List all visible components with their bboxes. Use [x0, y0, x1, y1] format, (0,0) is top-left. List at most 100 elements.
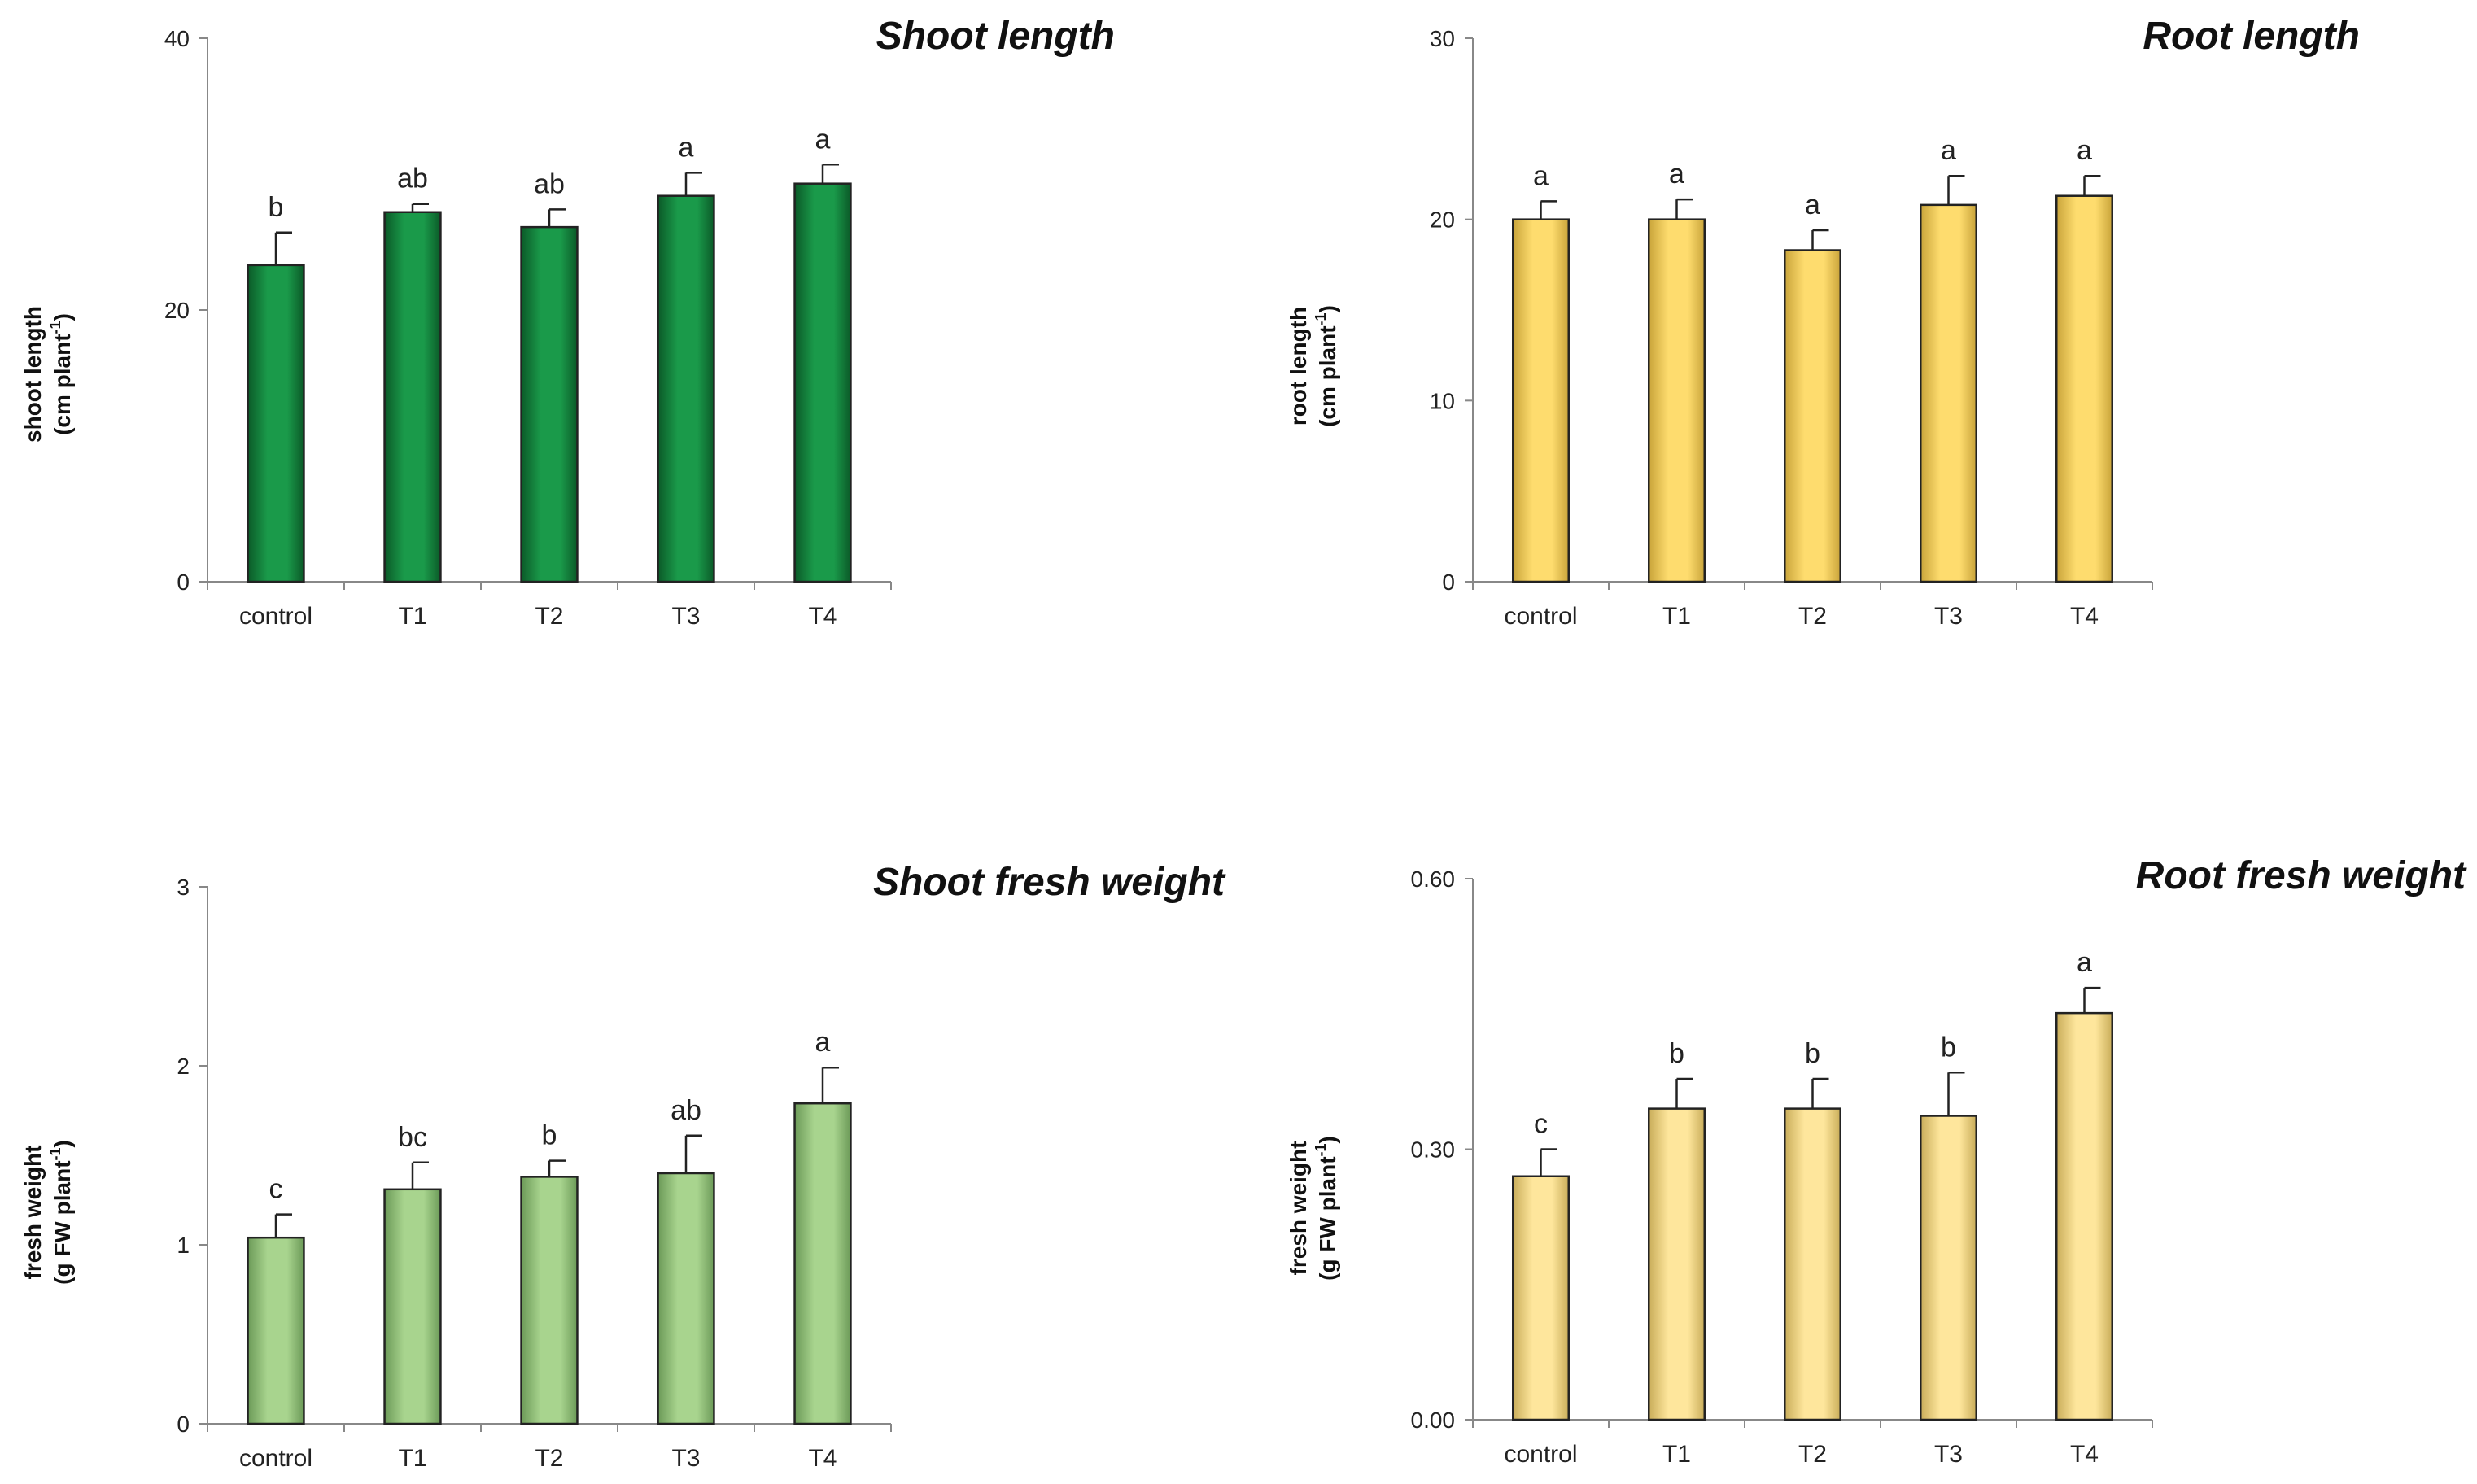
bar-T1	[383, 211, 442, 583]
significance-letter: a	[1805, 190, 1820, 220]
category-label: control	[1504, 1441, 1577, 1468]
significance-letter: ab	[671, 1095, 701, 1126]
bar-T4	[2055, 1011, 2113, 1421]
significance-letter: c	[269, 1174, 283, 1205]
unit-close: )	[1315, 305, 1340, 312]
significance-letter: bc	[398, 1122, 427, 1153]
y-axis-label: root length (cm plant-1)	[1286, 305, 1340, 427]
y-tick-label: 40	[164, 26, 190, 51]
y-tick-label: 0	[1442, 570, 1455, 595]
y-tick-label: 20	[1430, 207, 1455, 233]
y-axis-label-unit: (cm plant-1)	[47, 313, 75, 435]
y-tick-label: 0.30	[1411, 1137, 1456, 1163]
category-label: control	[1504, 603, 1577, 630]
unit-exponent: -1	[1313, 312, 1329, 325]
significance-letter: a	[1669, 159, 1684, 190]
significance-letter: a	[679, 132, 694, 163]
category-label: T2	[1798, 1441, 1827, 1468]
bar-T4	[2055, 194, 2113, 583]
y-axis-label-unit: (cm plant-1)	[1313, 305, 1340, 427]
significance-letter: b	[1669, 1038, 1684, 1069]
unit-exponent: -1	[1313, 1143, 1329, 1156]
significance-letter: a	[1941, 135, 1956, 166]
significance-letter: b	[1805, 1038, 1820, 1069]
bar-control	[1512, 218, 1570, 583]
significance-letter: b	[1941, 1032, 1956, 1063]
significance-letter: a	[815, 1027, 831, 1058]
bar-T1	[1648, 1107, 1706, 1421]
significance-letter: c	[1534, 1109, 1548, 1140]
significance-letter: a	[815, 124, 831, 155]
significance-letter: b	[542, 1120, 557, 1151]
root-fresh-weight-chart: 0.00 0.30 0.60 c control b T1 b T2 b T3 a T4 Root fre…	[1286, 854, 2467, 1468]
bar-control	[1512, 1175, 1570, 1421]
category-label: T3	[671, 1445, 700, 1472]
bar-T2	[520, 1176, 579, 1425]
category-label: T4	[2070, 1441, 2099, 1468]
bar-control	[247, 1236, 305, 1425]
y-axis-label: shoot length (cm plant-1)	[20, 306, 75, 443]
category-label: T1	[1662, 1441, 1691, 1468]
bar-T2	[1784, 1107, 1841, 1421]
significance-letter: ab	[397, 164, 428, 194]
y-tick-label: 0.00	[1411, 1408, 1456, 1433]
unit-exponent: -1	[47, 321, 63, 334]
chart-title: Shoot fresh weight	[873, 861, 1226, 904]
significance-letter: a	[1533, 160, 1549, 191]
bar-T3	[1920, 1115, 1977, 1421]
unit-exponent: -1	[47, 1147, 63, 1160]
y-axis-label: fresh weight (g FW plant-1)	[1286, 1136, 1340, 1281]
root-length-chart: 0 10 20 30 a control a T1 a T2 a T3 a T4 Root length ro…	[1286, 15, 2360, 630]
unit-text: (g FW plant	[50, 1160, 75, 1284]
shoot-length-chart: 0 20 40 b control ab T1 ab T2 a T3 a T4 Shoot length s…	[20, 15, 1115, 630]
shoot-fresh-weight-chart: 0 1 2 3 c control bc T1 b T2 ab T3 a T4 Shoot fresh we…	[20, 861, 1226, 1472]
significance-letter: a	[2077, 947, 2092, 978]
category-label: T4	[808, 603, 837, 630]
y-tick-label: 30	[1430, 26, 1455, 51]
unit-close: )	[50, 313, 75, 321]
category-label: T2	[1798, 603, 1827, 630]
unit-close: )	[50, 1140, 75, 1147]
category-label: control	[239, 603, 312, 630]
category-label: control	[239, 1445, 312, 1472]
category-label: T2	[535, 603, 563, 630]
y-axis-label-unit: (g FW plant-1)	[1313, 1136, 1340, 1281]
bar-T1	[383, 1188, 442, 1425]
y-axis-label-name: root length	[1286, 307, 1311, 426]
significance-letter: b	[269, 192, 284, 223]
y-axis-label: fresh weight (g FW plant-1)	[20, 1140, 75, 1285]
y-tick-label: 3	[177, 875, 190, 900]
unit-close: )	[1315, 1136, 1340, 1143]
bar-control	[247, 264, 305, 583]
category-label: T1	[398, 603, 426, 630]
chart-title: Root length	[2143, 15, 2360, 58]
y-axis-label-name: shoot length	[20, 306, 46, 443]
y-tick-label: 0	[177, 570, 190, 595]
category-label: T3	[671, 603, 700, 630]
unit-text: (cm plant	[1315, 325, 1340, 426]
category-label: T1	[1662, 603, 1691, 630]
category-label: T4	[808, 1445, 837, 1472]
bar-T2	[520, 225, 579, 583]
category-label: T1	[398, 1445, 426, 1472]
bar-T4	[793, 182, 852, 583]
bar-T4	[793, 1102, 852, 1425]
category-label: T3	[1934, 1441, 1963, 1468]
significance-letter: ab	[534, 168, 565, 199]
y-axis-label-name: fresh weight	[1286, 1141, 1311, 1276]
category-label: T3	[1934, 603, 1963, 630]
bar-T3	[657, 194, 715, 583]
y-tick-label: 20	[164, 298, 190, 323]
category-label: T2	[535, 1445, 563, 1472]
unit-text: (cm plant	[50, 334, 75, 434]
y-tick-label: 1	[177, 1233, 190, 1258]
bar-T2	[1784, 249, 1841, 583]
chart-title: Root fresh weight	[2136, 854, 2467, 897]
y-axis-label-unit: (g FW plant-1)	[47, 1140, 75, 1285]
y-tick-label: 0.60	[1411, 866, 1456, 892]
y-tick-label: 10	[1430, 388, 1455, 413]
bar-T3	[657, 1172, 715, 1425]
category-label: T4	[2070, 603, 2099, 630]
y-tick-label: 2	[177, 1054, 190, 1079]
